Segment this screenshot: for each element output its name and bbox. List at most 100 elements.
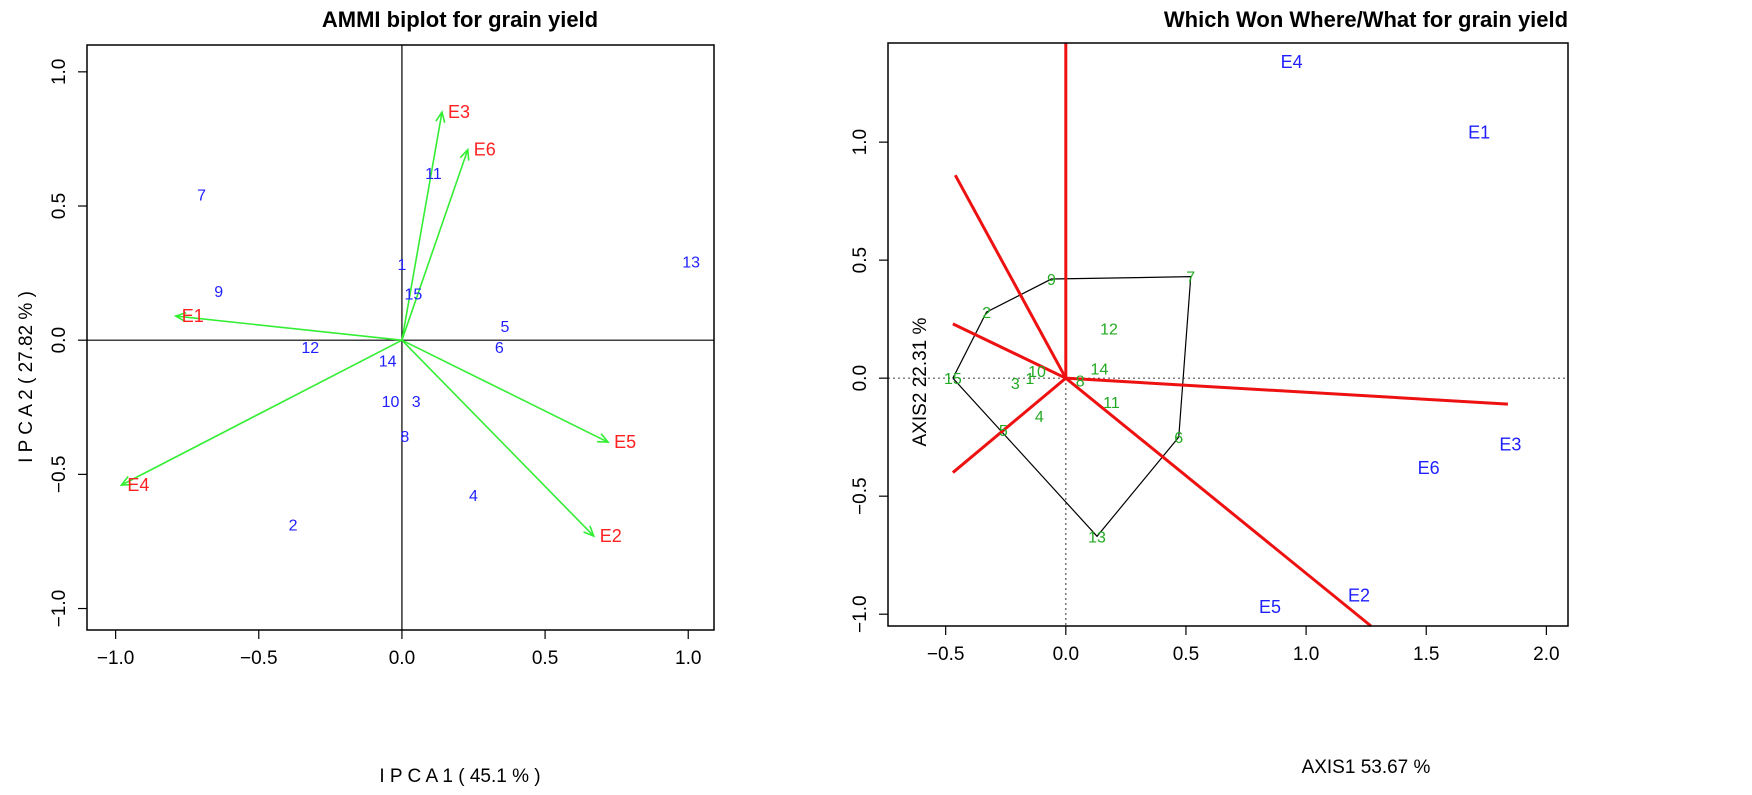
ammi-arrow-head: [119, 475, 133, 486]
ammi-genotype-label: 9: [214, 284, 223, 301]
www-genotype-label: 10: [1028, 364, 1046, 381]
ammi-y-tick-label: 0.0: [49, 327, 70, 353]
www-environment-label: E1: [1468, 123, 1490, 143]
ammi-y-axis-label: I P C A 2 ( 27.82 % ): [16, 291, 37, 463]
www-sector-ray: [951, 377, 1067, 474]
www-y-axis-label: AXIS2 22.31 %: [910, 317, 931, 446]
www-y-tick-label: 0.5: [850, 247, 871, 273]
www-genotype-label: 5: [999, 423, 1008, 440]
www-y-tick-label: 1.0: [850, 129, 871, 155]
ammi-environment-labels: E1 E2 E3 E4 E5 E6: [127, 102, 636, 546]
ammi-arrow-head: [435, 110, 446, 123]
www-genotype-label: 14: [1091, 362, 1109, 379]
www-y-tick-label: −0.5: [850, 477, 871, 515]
ammi-environment-label: E2: [600, 526, 622, 546]
ammi-arrow-shaft: [175, 315, 403, 341]
www-genotype-label: 11: [1103, 395, 1120, 412]
www-ticks: −0.5 0.0 0.5 1.0 1.5 2.0 −1.0 −0.5 0.0 0.5 1.0: [850, 129, 1560, 665]
ammi-x-tick-label: 0.0: [389, 648, 415, 669]
ammi-genotype-label: 11: [425, 166, 442, 183]
ammi-biplot-panel: AMMI biplot for grain yield −1.0 −0.5 0.0 0…: [16, 7, 715, 787]
ammi-environment-arrows: [119, 110, 610, 538]
www-environment-label: E3: [1499, 434, 1521, 454]
ammi-genotype-label: 5: [501, 319, 510, 336]
ammi-genotype-label: 12: [301, 340, 319, 357]
www-x-axis-label: AXIS1 53.67 %: [1302, 757, 1431, 778]
www-plot-frame: [887, 42, 1569, 627]
www-genotype-label: 1: [1025, 371, 1034, 388]
www-y-tick-label: 0.0: [850, 365, 871, 391]
www-genotype-label: 15: [944, 371, 962, 388]
www-genotype-label: 3: [1011, 376, 1020, 393]
ammi-genotype-label: 2: [289, 517, 298, 534]
ammi-genotype-label: 7: [197, 187, 206, 204]
ammi-x-axis-label: I P C A 1 ( 45.1 % ): [379, 766, 540, 787]
www-x-tick-label: 0.5: [1173, 644, 1199, 665]
ammi-arrow-head: [459, 147, 470, 161]
www-environment-label: E4: [1281, 52, 1303, 72]
ammi-plot-frame: [86, 44, 715, 631]
www-x-tick-label: −0.5: [927, 644, 965, 665]
which-won-where-panel: Which Won Where/What for grain yield −0.…: [850, 7, 1569, 778]
www-genotype-label: 7: [1186, 270, 1195, 287]
www-sector-rays: [951, 43, 1509, 628]
ammi-genotype-label: 10: [382, 394, 400, 411]
www-genotype-label: 13: [1088, 529, 1106, 546]
www-sector-ray: [1064, 377, 1372, 628]
ammi-genotype-label: 15: [404, 287, 422, 304]
www-genotype-label: 4: [1035, 409, 1044, 426]
www-genotype-label: 9: [1047, 272, 1056, 289]
www-environment-labels: E1 E2 E3 E4 E5 E6: [1259, 52, 1521, 617]
ammi-arrow-head: [597, 433, 610, 444]
www-reference-lines: [888, 43, 1568, 626]
ammi-x-tick-label: −0.5: [240, 648, 278, 669]
www-x-tick-label: 2.0: [1533, 644, 1559, 665]
www-environment-label: E5: [1259, 597, 1281, 617]
www-genotype-label: 2: [982, 305, 991, 322]
ammi-genotype-label: 6: [495, 340, 504, 357]
ammi-arrow-head: [583, 525, 596, 538]
ammi-x-tick-label: 0.5: [532, 648, 558, 669]
ammi-y-tick-label: 1.0: [49, 59, 70, 85]
ammi-x-tick-label: 1.0: [675, 648, 701, 669]
ammi-x-tick-label: −1.0: [97, 648, 135, 669]
ammi-y-tick-label: 0.5: [49, 193, 70, 219]
ammi-environment-label: E6: [474, 140, 496, 160]
ammi-chart-title: AMMI biplot for grain yield: [322, 7, 598, 32]
www-convex-hull: [952, 276, 1192, 538]
ammi-arrow-shaft: [401, 339, 595, 537]
www-environment-label: E6: [1418, 458, 1440, 478]
www-sector-ray: [953, 174, 1068, 379]
ammi-environment-label: E3: [448, 102, 470, 122]
www-genotype-label: 8: [1076, 374, 1085, 391]
ammi-ticks: −1.0 −0.5 0.0 0.5 1.0 −1.0 −0.5 0.0 0.5 1.0: [49, 59, 701, 669]
ammi-arrow-shaft: [401, 339, 609, 443]
ammi-genotype-label: 3: [412, 394, 421, 411]
www-environment-label: E2: [1348, 585, 1370, 605]
ammi-genotype-label: 14: [379, 354, 397, 371]
ammi-environment-label: E4: [127, 475, 149, 495]
ammi-genotype-label: 4: [469, 488, 478, 505]
www-sector-ray: [1065, 376, 1509, 406]
ammi-genotype-label: 13: [682, 254, 700, 271]
ammi-genotype-label: 8: [400, 429, 409, 446]
www-x-tick-label: 1.5: [1413, 644, 1439, 665]
www-x-tick-label: 1.0: [1293, 644, 1319, 665]
www-polygon: [952, 276, 1192, 538]
ammi-arrow-head: [173, 311, 187, 323]
ammi-arrow-shaft: [401, 111, 443, 341]
ammi-arrow-shaft: [120, 339, 403, 486]
ammi-arrow-shaft: [401, 149, 469, 341]
www-chart-title: Which Won Where/What for grain yield: [1164, 7, 1568, 32]
www-y-tick-label: −1.0: [850, 595, 871, 633]
ammi-y-tick-label: −0.5: [49, 456, 70, 494]
ammi-y-tick-label: −1.0: [49, 590, 70, 628]
ammi-environment-label: E5: [614, 432, 636, 452]
www-genotype-label: 12: [1100, 322, 1118, 339]
www-sector-ray: [952, 322, 1067, 380]
www-x-tick-label: 0.0: [1053, 644, 1079, 665]
